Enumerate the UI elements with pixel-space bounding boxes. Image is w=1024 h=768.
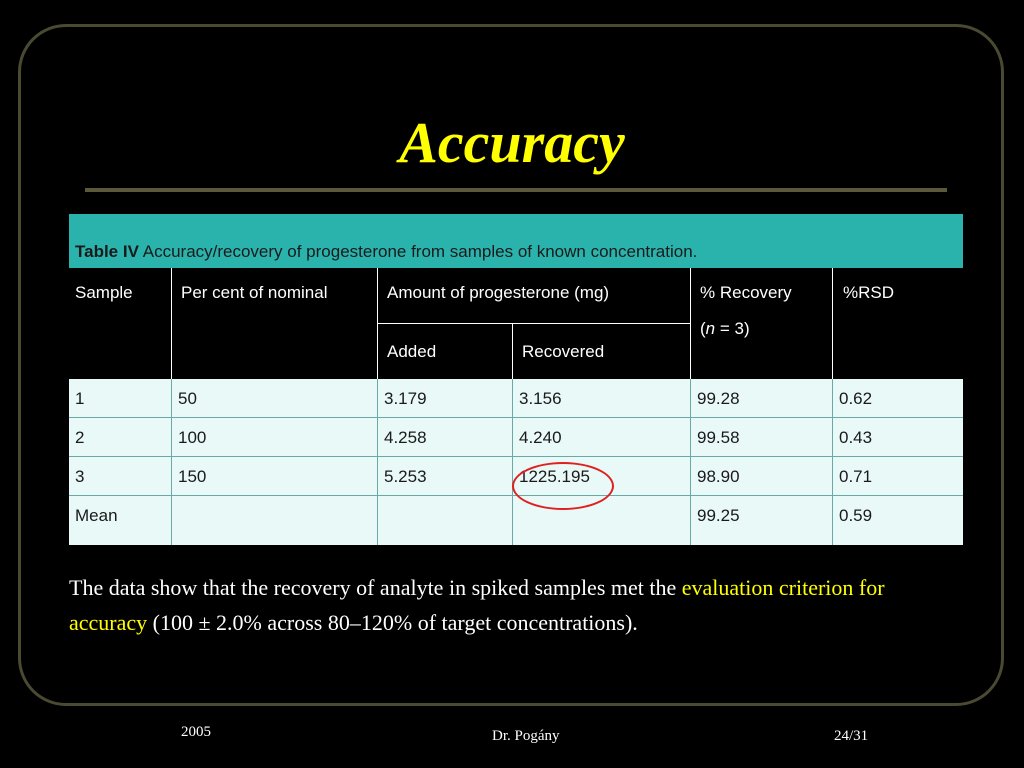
header-recovered: Recovered [522, 342, 605, 361]
table-body: 1 50 3.179 3.156 99.28 0.62 2 100 4.258 … [69, 379, 963, 545]
footer-page-number: 24/31 [834, 728, 869, 744]
table-caption-text: Accuracy/recovery of progesterone from s… [142, 242, 698, 261]
cell-sample: 3 [69, 457, 172, 496]
cell-nominal: 150 [172, 457, 378, 496]
slide-frame [18, 24, 1004, 706]
body-text-highlight: evaluation criterion for accuracy [69, 575, 885, 635]
footer-year: 2005 [181, 724, 211, 740]
recovery-table: Table IV Accuracy/recovery of progestero… [69, 214, 963, 545]
cell-nominal: 100 [172, 418, 378, 457]
body-text-before: The data show that the recovery of analy… [69, 575, 682, 600]
cell-recovery: 98.90 [691, 457, 833, 496]
table-row: 1 50 3.179 3.156 99.28 0.62 [69, 379, 963, 418]
header-added: Added [387, 342, 437, 361]
cell-added [378, 496, 513, 545]
header-rsd: %RSD [843, 283, 895, 302]
cell-rsd: 0.43 [839, 428, 873, 447]
cell-rsd: 0.59 [839, 506, 873, 525]
slide-title: Accuracy [399, 110, 625, 175]
cell-added: 5.253 [378, 457, 513, 496]
header-recovery-n-symbol: n [705, 319, 716, 338]
header-sample: Sample [75, 283, 133, 302]
cell-recovered: 4.240 [513, 418, 691, 457]
header-recovery-n: (n = 3) [700, 318, 750, 340]
table-caption-label: Table IV [75, 242, 139, 261]
header-recovery: % Recovery [700, 283, 792, 302]
table-header [69, 268, 963, 393]
footer-author: Dr. Pogány [492, 728, 560, 744]
header-amount-group: Amount of progesterone (mg) [387, 283, 610, 302]
table-caption: Table IV Accuracy/recovery of progestero… [69, 214, 963, 268]
cell-recovered [513, 496, 691, 545]
header-per-cent-nominal: Per cent of nominal [181, 283, 328, 302]
header-divider [512, 323, 513, 379]
cell-recovery: 99.58 [691, 418, 833, 457]
header-recovery-close: = 3) [715, 319, 750, 338]
cell-recovery: 99.25 [691, 496, 833, 545]
slide-body-text: The data show that the recovery of analy… [69, 570, 949, 640]
cell-rsd: 0.62 [839, 389, 873, 408]
cell-added: 3.179 [378, 379, 513, 418]
cell-rsd: 0.71 [839, 467, 873, 486]
cell-added: 4.258 [378, 418, 513, 457]
header-divider [171, 268, 172, 379]
cell-recovery: 99.28 [691, 379, 833, 418]
cell-nominal [172, 496, 378, 545]
cell-nominal: 50 [172, 379, 378, 418]
title-divider [85, 188, 947, 192]
body-text-after: (100 ± 2.0% across 80–120% of target con… [147, 610, 638, 635]
cell-sample: 2 [69, 418, 172, 457]
table-row-mean: Mean 99.25 0.59 [69, 496, 963, 545]
cell-sample: 1 [69, 379, 172, 418]
header-divider [832, 268, 833, 379]
table-row: 2 100 4.258 4.240 99.58 0.43 [69, 418, 963, 457]
cell-sample: Mean [69, 496, 172, 545]
header-recovery-open: ( [700, 319, 706, 338]
cell-recovered: 3.156 [513, 379, 691, 418]
error-highlight-circle [512, 462, 614, 510]
header-divider [690, 268, 691, 379]
header-divider [377, 323, 690, 324]
